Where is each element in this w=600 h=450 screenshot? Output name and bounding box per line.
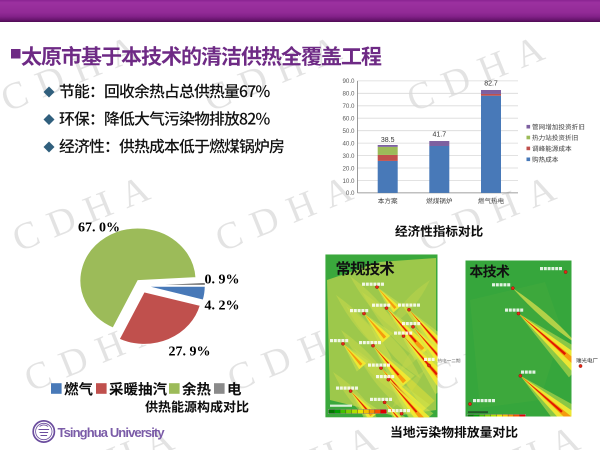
svg-text:0.0: 0.0	[346, 190, 355, 197]
svg-text:90.0: 90.0	[342, 78, 355, 85]
svg-text:Tsinghua University: Tsinghua University	[58, 425, 166, 440]
svg-text:60.0: 60.0	[342, 116, 355, 123]
svg-text:4. 2%: 4. 2%	[205, 299, 240, 314]
svg-text:82.7: 82.7	[484, 81, 498, 88]
svg-text:0. 9%: 0. 9%	[205, 273, 240, 288]
svg-text:41.7: 41.7	[432, 132, 446, 139]
svg-text:67. 0%: 67. 0%	[78, 221, 120, 236]
svg-text:27. 9%: 27. 9%	[169, 345, 211, 360]
svg-text:50.0: 50.0	[342, 128, 355, 135]
svg-text:38.5: 38.5	[381, 137, 395, 144]
svg-text:10.0: 10.0	[342, 178, 355, 185]
svg-text:80.0: 80.0	[342, 91, 355, 98]
svg-text:30.0: 30.0	[342, 153, 355, 160]
svg-text:40.0: 40.0	[342, 140, 355, 147]
svg-text:70.0: 70.0	[342, 103, 355, 110]
svg-text:20.0: 20.0	[342, 165, 355, 172]
